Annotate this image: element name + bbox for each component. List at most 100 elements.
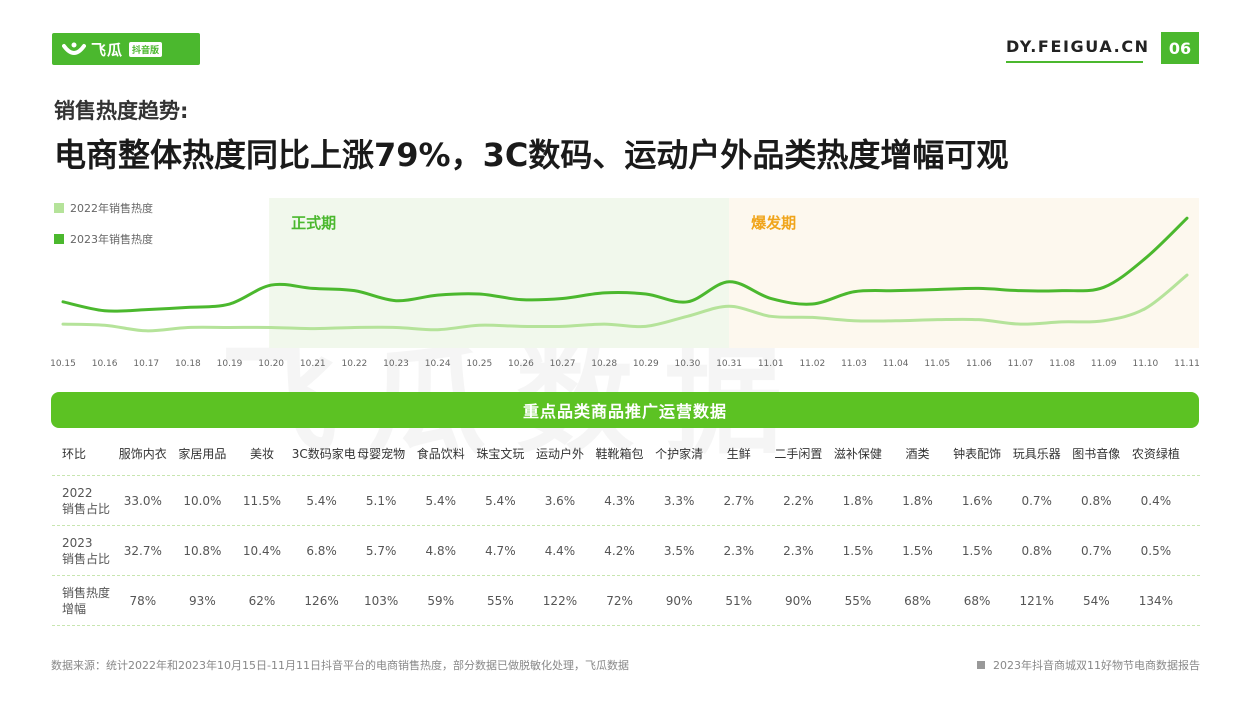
table-cell: 90% xyxy=(665,593,693,608)
table-cell: 1.5% xyxy=(842,543,874,558)
row-label: 2023 销售占比 xyxy=(62,535,111,566)
table-cell: 4.8% xyxy=(425,543,457,558)
column-header: 食品饮料 xyxy=(416,447,465,461)
table-header-label: 环比 xyxy=(62,446,87,461)
x-tick-label: 11.07 xyxy=(1008,359,1034,369)
legend-item-2022: 2022年销售热度 xyxy=(54,200,153,216)
report-name-text: 2023年抖音商城双11好物节电商数据报告 xyxy=(993,659,1200,672)
category-data-table: 环比 服饰内衣 家居用品 美妆 3C数码家电 母婴宠物 食品饮料 珠宝文玩 运动户外 鞋靴箱包 个护… xyxy=(52,432,1200,626)
table-cell: 2.3% xyxy=(783,543,814,558)
table-cell: 1.5% xyxy=(902,543,933,558)
column-header: 图书音像 xyxy=(1072,447,1121,461)
sales-heat-line-chart: 正式期 爆发期 10.15 10.16 10.17 10.18 10.19 10.20 10.2… xyxy=(50,198,1200,369)
column-header: 3C数码家电 xyxy=(291,447,356,461)
table-cell: 54% xyxy=(1082,593,1110,608)
column-header: 农资绿植 xyxy=(1131,447,1180,461)
table-cell: 10.8% xyxy=(183,543,222,558)
report-name: 2023年抖音商城双11好物节电商数据报告 xyxy=(977,657,1200,673)
table-cell: 59% xyxy=(427,593,455,608)
table-cell: 122% xyxy=(542,593,578,608)
table-cell: 0.4% xyxy=(1140,493,1172,508)
table-header-row: 环比 服饰内衣 家居用品 美妆 3C数码家电 母婴宠物 食品饮料 珠宝文玩 运动户外 鞋靴箱包 个护… xyxy=(52,432,1200,476)
x-tick-label: 10.28 xyxy=(591,359,617,369)
x-tick-label: 11.01 xyxy=(758,359,784,369)
table-cell: 11.5% xyxy=(242,493,282,508)
x-tick-label: 10.17 xyxy=(133,359,159,369)
table-cell: 0.7% xyxy=(1081,543,1112,558)
table-cell: 3.3% xyxy=(663,493,695,508)
table-cell: 103% xyxy=(364,593,399,608)
x-tick-label: 11.02 xyxy=(799,359,825,369)
table-cell: 4.3% xyxy=(604,493,635,508)
table-cell: 51% xyxy=(725,593,753,608)
x-tick-label: 11.03 xyxy=(841,359,867,369)
table-cell: 1.5% xyxy=(961,543,993,558)
x-tick-label: 11.05 xyxy=(924,359,950,369)
table-cell: 3.5% xyxy=(663,543,695,558)
site-url[interactable]: DY.FEIGUA.CN xyxy=(1006,37,1150,56)
table-cell: 32.7% xyxy=(123,543,162,558)
table-cell: 10.4% xyxy=(242,543,282,558)
page-title: 电商整体热度同比上涨79%，3C数码、运动户外品类热度增幅可观 xyxy=(54,136,1009,174)
x-tick-label: 10.25 xyxy=(466,359,492,369)
column-header: 服饰内衣 xyxy=(118,447,167,461)
table-cell: 10.0% xyxy=(183,493,222,508)
table-cell: 5.4% xyxy=(306,493,337,508)
section-subtitle: 销售热度趋势: xyxy=(54,99,189,123)
column-header: 母婴宠物 xyxy=(357,447,406,461)
column-header: 生鲜 xyxy=(726,447,751,461)
table-cell: 1.8% xyxy=(902,493,933,508)
x-tick-label: 11.04 xyxy=(883,359,909,369)
table-row: 2023 销售占比 32.7% 10.8% 10.4% 6.8% 5.7% 4.8% 4.7% 4… xyxy=(52,526,1200,576)
row-label: 销售热度 增幅 xyxy=(62,585,111,616)
column-header: 珠宝文玩 xyxy=(476,447,525,461)
table-cell: 68% xyxy=(904,593,931,608)
x-tick-label: 10.30 xyxy=(675,359,701,369)
table-cell: 134% xyxy=(1138,593,1174,608)
table-cell: 93% xyxy=(189,593,216,608)
table-cell: 121% xyxy=(1019,593,1054,608)
table-cell: 5.4% xyxy=(485,493,516,508)
legend-swatch-2022 xyxy=(54,203,64,213)
column-header: 个护家清 xyxy=(655,447,704,461)
legend-swatch-2023 xyxy=(54,234,64,244)
x-tick-label: 11.08 xyxy=(1049,359,1075,369)
table-cell: 6.8% xyxy=(306,543,337,558)
table-cell: 55% xyxy=(487,593,514,608)
phase-label: 正式期 xyxy=(291,214,336,232)
column-header: 酒类 xyxy=(905,447,930,461)
column-header: 运动户外 xyxy=(535,447,584,461)
x-tick-label: 10.27 xyxy=(550,359,576,369)
table-cell: 62% xyxy=(248,593,276,608)
x-tick-label: 11.10 xyxy=(1132,359,1158,369)
table-cell: 0.8% xyxy=(1021,543,1052,558)
x-tick-label: 11.06 xyxy=(966,359,992,369)
series-line-2022 xyxy=(61,273,1189,333)
x-tick-label: 10.15 xyxy=(50,359,76,369)
table-cell: 5.1% xyxy=(365,493,397,508)
x-tick-label: 11.09 xyxy=(1091,359,1117,369)
x-tick-label: 10.24 xyxy=(425,359,451,369)
phase-label: 爆发期 xyxy=(751,214,796,232)
phase-band xyxy=(269,198,730,348)
table-cell: 2.3% xyxy=(723,543,754,558)
column-header: 滋补保健 xyxy=(833,447,882,461)
x-tick-label: 10.26 xyxy=(508,359,534,369)
phase-band xyxy=(729,198,1199,348)
table-cell: 5.7% xyxy=(365,543,397,558)
site-underline xyxy=(1006,61,1143,63)
x-tick-label: 10.29 xyxy=(633,359,659,369)
square-icon xyxy=(977,661,985,669)
table-cell: 4.4% xyxy=(544,543,576,558)
logo-text: 飞瓜 xyxy=(91,40,124,59)
column-header: 鞋靴箱包 xyxy=(595,447,644,461)
table-row: 销售热度 增幅 78% 93% 62% 126% 103% 59% 55% 122% 72% 90% 5… xyxy=(52,576,1200,626)
table-cell: 78% xyxy=(129,593,157,608)
x-tick-label: 11.11 xyxy=(1174,359,1200,369)
table-cell: 72% xyxy=(606,593,633,608)
table-cell: 0.8% xyxy=(1081,493,1112,508)
table-cell: 2.7% xyxy=(723,493,754,508)
table-cell: 3.6% xyxy=(544,493,576,508)
x-tick-label: 10.18 xyxy=(175,359,201,369)
legend-label-2022: 2022年销售热度 xyxy=(70,202,153,215)
